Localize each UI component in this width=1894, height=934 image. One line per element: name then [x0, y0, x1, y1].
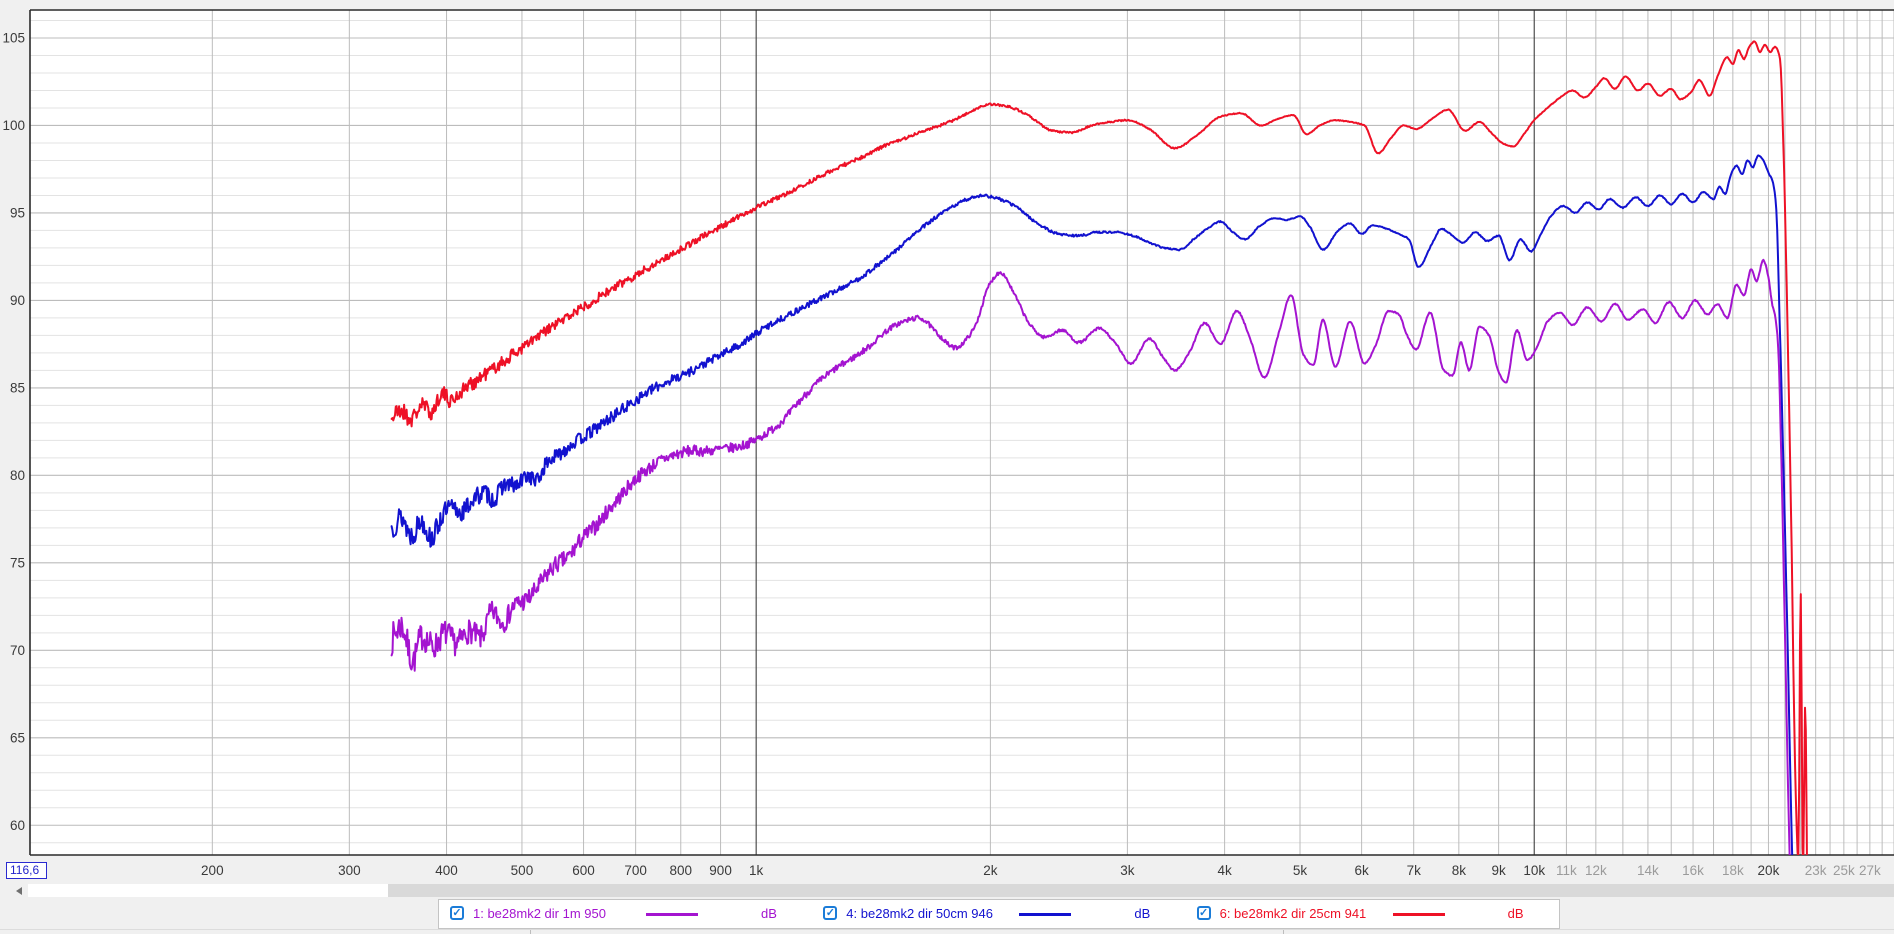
x-tick-label: 12k	[1585, 863, 1607, 878]
x-axis-labels: 200 300 400 500 600 700 800 900 1k 2k 3k 4k 5k 6k 7k 8k…	[201, 863, 1881, 878]
x-tick-label: 700	[624, 863, 647, 878]
x-tick-label: 2k	[983, 863, 998, 878]
legend-unit-label: dB	[1507, 906, 1524, 921]
legend-label: 4: be28mk2 dir 50cm 946	[846, 906, 993, 921]
legend-line-swatch	[646, 913, 698, 916]
legend-item-6: ✓ 6: be28mk2 dir 25cm 941 dB	[1186, 900, 1559, 928]
x-tick-label: 200	[201, 863, 224, 878]
legend-checkbox-6[interactable]: ✓	[1196, 906, 1211, 920]
x-tick-label: 1k	[749, 863, 764, 878]
curves	[390, 40, 1808, 855]
x-tick-label: 4k	[1217, 863, 1232, 878]
legend-checkbox-1[interactable]: ✓	[450, 906, 464, 920]
curve-purple	[390, 258, 1791, 855]
y-tick-label: 100	[2, 118, 25, 133]
legend-item-1: ✓ 1: be28mk2 dir 1m 950 dB	[439, 900, 812, 928]
x-tick-label: 400	[435, 863, 458, 878]
x-tick-label: 600	[572, 863, 595, 878]
legend-label: 6: be28mk2 dir 25cm 941	[1219, 906, 1367, 921]
legend-item-4: ✓ 4: be28mk2 dir 50cm 946 dB	[812, 900, 1185, 928]
legend-unit-label: dB	[1134, 906, 1151, 921]
scrollbar-left-arrow-icon[interactable]	[16, 887, 22, 895]
y-axis-labels: 105 100 95 90 85 80 75 70 65 60	[2, 31, 25, 833]
x-tick-label: 23k	[1805, 863, 1827, 878]
x-tick-label: 3k	[1120, 863, 1135, 878]
x-tick-label: 20k	[1758, 863, 1780, 878]
y-tick-label: 90	[10, 293, 25, 308]
status-strip-divider	[1283, 930, 1284, 934]
x-tick-label: 11k	[1556, 863, 1577, 878]
y-tick-label: 70	[10, 643, 25, 658]
gridlines	[30, 10, 1894, 855]
scrollbar-thumb[interactable]	[388, 884, 1894, 897]
y-tick-label: 60	[10, 818, 25, 833]
x-tick-label: 900	[709, 863, 732, 878]
x-tick-label: 5k	[1293, 863, 1308, 878]
curve-red	[390, 40, 1808, 855]
x-start-frequency-readout[interactable]: 116,6	[6, 862, 47, 879]
legend-unit-label: dB	[761, 906, 777, 921]
x-tick-label: 800	[669, 863, 692, 878]
x-tick-label: 25k	[1833, 863, 1855, 878]
legend-line-swatch	[1392, 913, 1445, 916]
status-strip-divider	[530, 930, 531, 934]
curve-blue	[390, 154, 1794, 855]
x-tick-label: 9k	[1491, 863, 1506, 878]
y-tick-label: 95	[10, 206, 25, 221]
x-tick-label: 500	[511, 863, 534, 878]
x-tick-label: 16k	[1682, 863, 1704, 878]
y-tick-label: 105	[2, 31, 25, 46]
legend-checkbox-4[interactable]: ✓	[823, 906, 838, 920]
y-tick-label: 65	[10, 731, 25, 746]
status-strip	[0, 929, 1894, 934]
x-tick-label: 6k	[1354, 863, 1369, 878]
x-tick-label: 18k	[1722, 863, 1744, 878]
legend-line-swatch	[1019, 913, 1072, 916]
y-tick-label: 80	[10, 468, 25, 483]
axes	[29, 9, 1894, 856]
horizontal-scrollbar[interactable]	[0, 884, 1894, 898]
scrollbar-track[interactable]	[28, 884, 388, 897]
x-tick-label: 10k	[1523, 863, 1545, 878]
plot-area	[30, 10, 1894, 855]
legend-label: 1: be28mk2 dir 1m 950	[473, 906, 606, 921]
x-tick-label: 7k	[1407, 863, 1422, 878]
overlay-legend: ✓ 1: be28mk2 dir 1m 950 dB ✓ 4: be28mk2 dir …	[438, 899, 1560, 929]
y-tick-label: 85	[10, 381, 25, 396]
x-tick-label: 8k	[1452, 863, 1467, 878]
x-tick-label: 300	[338, 863, 361, 878]
x-tick-label: 14k	[1637, 863, 1659, 878]
y-tick-label: 75	[10, 556, 25, 571]
x-tick-label: 27k	[1859, 863, 1881, 878]
